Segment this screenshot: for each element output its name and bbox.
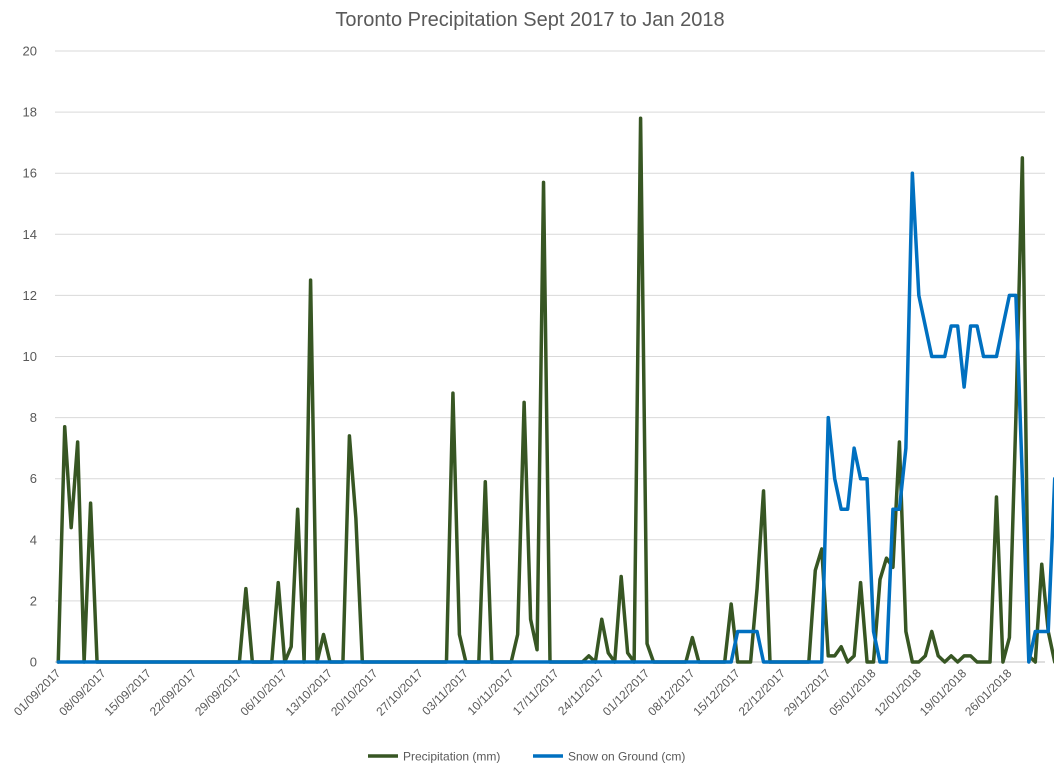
- gridlines: [55, 50, 1045, 602]
- x-tick-label: 15/12/2017: [690, 666, 743, 719]
- x-tick-label: 05/01/2018: [826, 666, 879, 719]
- x-tick-label: 08/12/2017: [645, 666, 698, 719]
- y-tick-label: 14: [23, 227, 37, 242]
- x-tick-label: 03/11/2017: [419, 666, 471, 718]
- x-tick-label: 10/11/2017: [465, 666, 517, 718]
- x-tick-label: 17/11/2017: [510, 666, 562, 718]
- x-tick-label: 27/10/2017: [373, 666, 426, 719]
- y-tick-label: 2: [30, 593, 37, 608]
- y-tick-label: 6: [30, 471, 37, 486]
- x-tick-label: 13/10/2017: [283, 666, 336, 719]
- y-tick-label: 10: [23, 349, 37, 364]
- legend: Precipitation (mm) Snow on Ground (cm): [368, 750, 685, 764]
- x-tick-label: 20/10/2017: [328, 666, 381, 719]
- legend-label: Snow on Ground (cm): [568, 750, 685, 764]
- x-tick-label: 06/10/2017: [237, 666, 290, 719]
- y-tick-label: 20: [23, 44, 37, 59]
- y-tick-label: 4: [30, 532, 37, 547]
- x-tick-label: 22/09/2017: [147, 666, 200, 719]
- y-tick-label: 18: [23, 105, 37, 120]
- legend-label: Precipitation (mm): [403, 750, 500, 764]
- x-tick-label: 29/09/2017: [192, 666, 245, 719]
- y-axis-ticks: 0 2 4 6 8 10 12 14 16 18 20: [23, 44, 37, 670]
- series-line-precipitation: [56, 116, 1054, 664]
- x-tick-label: 15/09/2017: [102, 666, 155, 719]
- x-tick-label: 08/09/2017: [56, 666, 109, 719]
- series-line-snow-on-ground: [56, 171, 1054, 664]
- y-tick-label: 8: [30, 410, 37, 425]
- chart-title: Toronto Precipitation Sept 2017 to Jan 2…: [335, 9, 724, 31]
- x-tick-label: 19/01/2018: [917, 666, 970, 719]
- y-tick-label: 12: [23, 288, 37, 303]
- x-tick-label: 01/12/2017: [600, 666, 653, 719]
- x-tick-label: 26/01/2018: [962, 666, 1015, 719]
- x-tick-label: 01/09/2017: [11, 666, 64, 719]
- x-tick-label: 22/12/2017: [736, 666, 789, 719]
- y-tick-label: 0: [30, 655, 37, 670]
- x-tick-label: 12/01/2018: [872, 666, 925, 719]
- x-axis-ticks: 01/09/201708/09/201715/09/201722/09/2017…: [11, 666, 1015, 719]
- x-tick-label: 29/12/2017: [781, 666, 834, 719]
- x-tick-label: 24/11/2017: [555, 666, 607, 718]
- y-tick-label: 16: [23, 166, 37, 181]
- series-lines: [56, 116, 1054, 664]
